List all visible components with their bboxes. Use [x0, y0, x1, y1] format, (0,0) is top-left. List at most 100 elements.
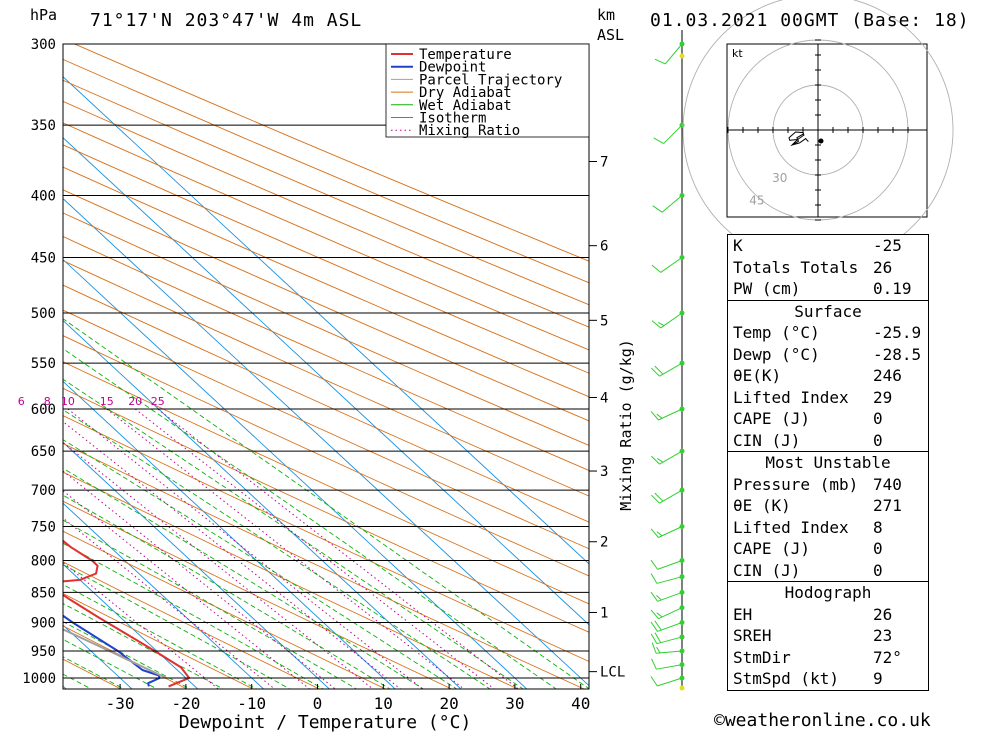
isotherm-line	[63, 563, 199, 689]
surface-cin-row: CIN (J) 0	[728, 430, 928, 452]
series-temperature	[63, 539, 191, 688]
sreh-row: SREH 23	[728, 625, 928, 647]
pressure-tick-label: 1000	[22, 671, 56, 687]
pressure-tick-label: 900	[31, 616, 56, 632]
dry-adiabat-line	[63, 415, 589, 662]
dry-adiabat-line	[63, 471, 519, 689]
surface-thetae-row: θE(K) 246	[728, 365, 928, 387]
wind-barb-flag	[650, 410, 659, 421]
pw-row: PW (cm) 0.19	[728, 278, 928, 300]
hodograph-trace	[788, 131, 809, 146]
wind-barb-flag	[657, 321, 665, 327]
legend-entry: Parcel Trajectory	[419, 72, 562, 88]
pressure-tick-label: 850	[31, 585, 56, 601]
wind-barb-flag	[656, 413, 663, 419]
dry-adiabat-line	[63, 284, 589, 523]
km-tick-label: 2	[600, 535, 608, 551]
mixing-ratio-line	[63, 441, 374, 689]
isotherm-line	[63, 198, 589, 687]
mu-pressure-label: Pressure (mb)	[733, 474, 859, 494]
wind-barb-flag	[653, 137, 664, 144]
mu-li-value: 8	[873, 517, 883, 537]
eh-value: 26	[873, 604, 893, 624]
mu-cin-row: CIN (J) 0	[728, 560, 928, 582]
mixing-ratio-line	[63, 517, 276, 689]
legend-box	[385, 43, 590, 138]
surface-li-value: 29	[873, 387, 893, 407]
pressure-tick-label: 300	[31, 37, 56, 53]
sreh-label: SREH	[733, 626, 772, 645]
dry-adiabat-line	[63, 260, 589, 497]
surface-temp-label: Temp (°C)	[733, 323, 820, 342]
pw-value: 0.19	[873, 279, 912, 298]
km-tick-label: LCL	[600, 665, 625, 681]
surface-li-row: Lifted Index 29	[728, 387, 928, 409]
wind-barb-staff	[659, 489, 683, 504]
x-tick-label: 30	[505, 694, 524, 713]
wind-barb-flag	[651, 320, 662, 329]
hodograph-table-title: Hodograph	[784, 583, 872, 602]
mu-li-label: Lifted Index	[733, 517, 849, 537]
dry-adiabat-line	[63, 500, 453, 689]
datetime-title: 01.03.2021 00GMT (Base: 18)	[650, 10, 970, 31]
surface-title: Surface	[794, 301, 862, 321]
storm-motion-marker	[818, 138, 824, 144]
pressure-tick-label: 700	[31, 483, 56, 499]
wet-adiabat-line	[63, 564, 291, 689]
hodograph-ring-label: 45	[749, 194, 764, 208]
isotherm-line	[63, 441, 331, 689]
km-tick-label: 6	[600, 239, 608, 255]
wet-adiabat-line	[63, 638, 158, 689]
legend-entry: Temperature	[419, 47, 512, 63]
dry-adiabat-line	[63, 122, 589, 351]
wind-barb-flag	[650, 609, 659, 619]
stmspd-value: 9	[873, 669, 883, 688]
wind-barb-flag	[654, 492, 664, 502]
dry-adiabat-line	[63, 100, 589, 328]
x-tick-label: 0	[313, 694, 323, 713]
footer-site[interactable]: weatheronline.co.uk	[724, 710, 931, 731]
x-tick-label: 40	[571, 694, 590, 713]
legend-entry: Dewpoint	[419, 60, 486, 76]
surface-li-label: Lifted Index	[733, 387, 849, 407]
wind-barb-flag	[651, 367, 660, 377]
pressure-tick-label: 550	[31, 356, 56, 372]
wind-barb-flag	[651, 264, 662, 273]
dry-adiabat-line	[63, 235, 589, 471]
wind-barb-flag	[650, 621, 658, 632]
wind-barb-staff	[663, 124, 683, 144]
mixing-ratio-line	[134, 408, 496, 689]
mixing-ratio-label: 6	[18, 395, 25, 408]
k-index-value: -25	[873, 236, 902, 255]
dry-adiabat-line	[73, 44, 589, 262]
wind-barb-flag	[650, 573, 658, 584]
km-unit-label: km	[597, 6, 616, 24]
pressure-tick-label: 600	[31, 402, 56, 418]
surface-dewp-value: -28.5	[873, 344, 922, 364]
hpa-unit-label: hPa	[30, 6, 58, 24]
dry-adiabat-line	[63, 58, 589, 284]
isotherm-line	[63, 319, 462, 689]
wind-barb-flag	[651, 642, 657, 654]
legend-entry: Dry Adiabat	[419, 85, 512, 101]
mixing-ratio-line	[106, 408, 465, 689]
hodograph-ring-label: 30	[772, 171, 787, 185]
wind-barb-staff	[658, 607, 683, 620]
mu-cin-label: CIN (J)	[733, 560, 801, 580]
wind-barb-staff	[657, 677, 683, 687]
surface-dewp-label: Dewp (°C)	[733, 344, 820, 364]
mixing-ratio-axis-label: Mixing Ratio (g/kg)	[617, 339, 635, 511]
pressure-tick-label: 400	[31, 188, 56, 204]
dry-adiabat-line	[63, 166, 589, 398]
hodograph-unit-label: kt	[732, 47, 743, 60]
stmspd-label: StmSpd (kt)	[733, 669, 839, 688]
surface-thetae-value: 246	[873, 366, 902, 385]
stmdir-label: StmDir	[733, 647, 791, 667]
pressure-tick-label: 650	[31, 444, 56, 460]
indices-panel: K -25 Totals Totals 26 PW (cm) 0.19 Surface…	[727, 234, 929, 691]
wind-bottom-dot	[679, 685, 685, 691]
wind-barb-staff	[664, 43, 683, 65]
copyright-symbol: ©	[714, 710, 725, 731]
wind-barb-flag	[656, 646, 661, 654]
mu-cape-label: CAPE (J)	[733, 539, 811, 558]
